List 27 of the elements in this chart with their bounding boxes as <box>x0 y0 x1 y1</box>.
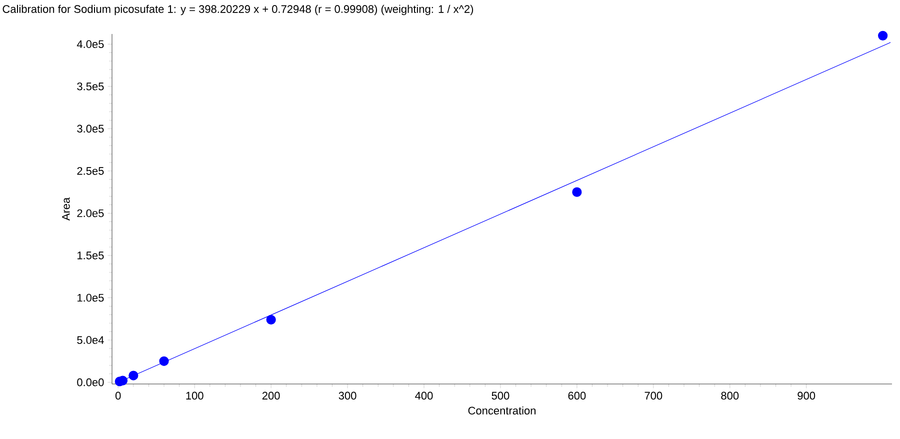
y-axis-title: Area <box>62 197 70 221</box>
point <box>159 356 169 366</box>
x-tick-label: 800 <box>721 392 739 400</box>
x-axis-title: Concentration <box>468 406 536 415</box>
point <box>572 187 582 197</box>
y-tick-label: 4.0e5 <box>76 40 104 48</box>
point <box>266 314 276 325</box>
x-tick-label: 200 <box>262 392 280 400</box>
x-tick-label: 0 <box>115 392 121 400</box>
point <box>128 370 138 380</box>
y-tick-label: 2.0e5 <box>77 209 104 218</box>
chart-title: Calibration for Sodium picosufate 1: y = 398.20229 x + 0.72948 (r = 0.99908) (weighting: 1 / x^2) <box>2 4 474 16</box>
x-tick-label: 900 <box>798 392 816 400</box>
x-tick-label: 500 <box>492 392 510 400</box>
y-tick-label: 3.0e5 <box>77 124 104 133</box>
y-tick-label: 1.5e5 <box>78 252 104 260</box>
point <box>878 30 888 40</box>
x-tick-label: 600 <box>568 392 586 400</box>
y-tick-label: 3.5e5 <box>77 82 104 90</box>
y-tick-label: 2.5e5 <box>77 167 104 175</box>
y-tick-label: 1.0e5 <box>78 294 104 302</box>
y-tick-label: 5.0e4 <box>77 336 104 344</box>
x-tick-label: 400 <box>415 392 433 400</box>
x-tick-label: 300 <box>338 392 356 400</box>
x-tick-label: 100 <box>186 392 204 400</box>
y-tick-label: 0.0e0 <box>77 378 104 386</box>
x-tick-label: 700 <box>644 392 662 400</box>
